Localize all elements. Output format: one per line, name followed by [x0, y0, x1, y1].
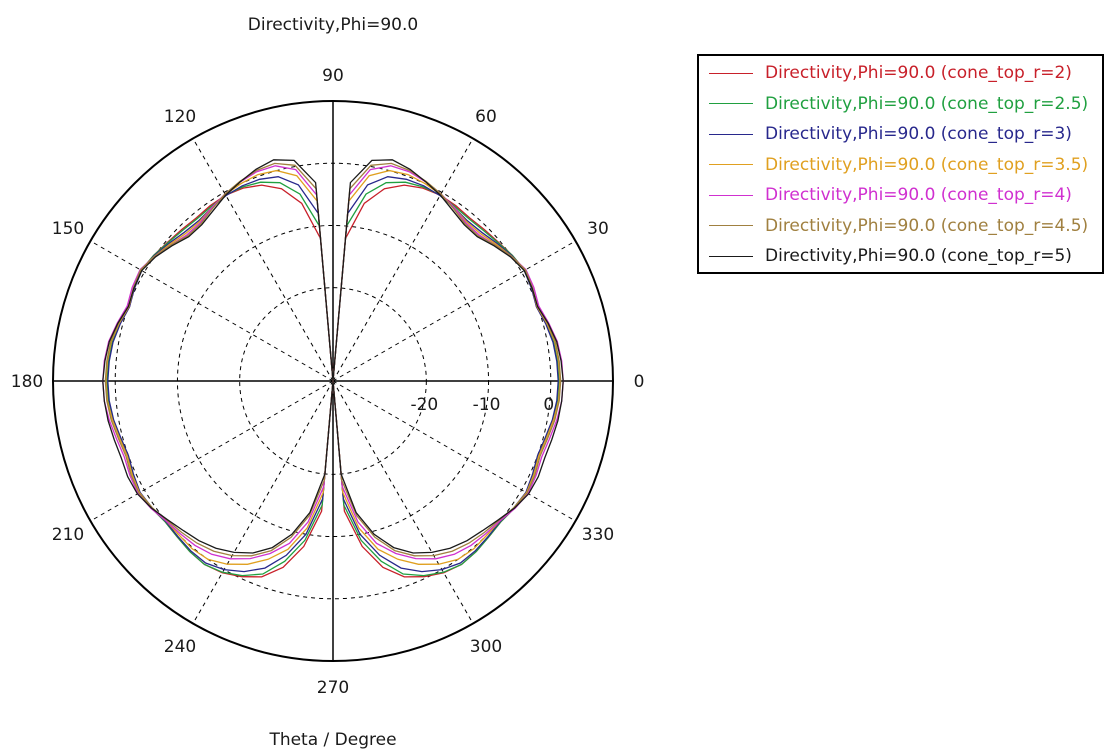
- polar-grid: [52, 100, 614, 662]
- legend-swatch: [709, 133, 753, 135]
- angle-tick-label: 150: [52, 219, 84, 239]
- angle-tick-label: 270: [317, 678, 349, 698]
- angle-spoke: [332, 240, 576, 382]
- angle-tick-label: 60: [475, 107, 497, 127]
- angle-tick-label: 120: [164, 107, 196, 127]
- angle-tick-label: 240: [164, 637, 196, 657]
- legend-swatch: [709, 225, 753, 226]
- legend-label: Directivity,Phi=90.0 (cone_top_r=4): [765, 185, 1072, 205]
- legend-item: Directivity,Phi=90.0 (cone_top_r=5): [709, 243, 1072, 269]
- angle-tick-label: 0: [634, 372, 645, 392]
- angle-spoke: [90, 240, 334, 382]
- legend-swatch: [709, 255, 753, 257]
- legend-swatch: [709, 194, 753, 196]
- radial-tick-label: -10: [473, 395, 501, 415]
- chart-title: Directivity,Phi=90.0: [248, 15, 418, 35]
- axis-labels: 0 30 60 90 120 150 180 210 240 270 300 330 -20 -10 0: [11, 66, 645, 698]
- radial-tick-label: 0: [543, 395, 554, 415]
- angle-tick-label: 210: [52, 525, 84, 545]
- angle-tick-label: 90: [322, 66, 344, 86]
- legend-item: Directivity,Phi=90.0 (cone_top_r=2.5): [709, 91, 1088, 117]
- legend-label: Directivity,Phi=90.0 (cone_top_r=3.5): [765, 154, 1089, 175]
- angle-tick-label: 300: [470, 637, 502, 657]
- legend-item: Directivity,Phi=90.0 (cone_top_r=3): [709, 121, 1072, 147]
- angle-tick-label: 180: [11, 372, 43, 392]
- legend: Directivity,Phi=90.0 (cone_top_r=2) Direc…: [697, 54, 1104, 274]
- angle-spoke: [192, 138, 334, 382]
- legend-item: Directivity,Phi=90.0 (cone_top_r=4.5): [709, 213, 1088, 239]
- radial-tick-label: -20: [410, 395, 438, 415]
- angle-tick-label: 30: [587, 219, 609, 239]
- angle-spoke: [332, 380, 474, 624]
- legend-item: Directivity,Phi=90.0 (cone_top_r=2): [709, 60, 1072, 86]
- legend-item: Directivity,Phi=90.0 (cone_top_r=4): [709, 182, 1072, 208]
- angle-tick-label: 330: [582, 525, 614, 545]
- legend-label: Directivity,Phi=90.0 (cone_top_r=2.5): [765, 93, 1089, 114]
- angle-spoke: [192, 380, 334, 624]
- legend-label: Directivity,Phi=90.0 (cone_top_r=3): [765, 124, 1072, 144]
- angle-spoke: [332, 138, 474, 382]
- legend-swatch: [709, 103, 753, 104]
- angle-spoke: [332, 380, 576, 522]
- legend-label: Directivity,Phi=90.0 (cone_top_r=2): [765, 63, 1072, 83]
- angle-spoke: [90, 380, 334, 522]
- legend-item: Directivity,Phi=90.0 (cone_top_r=3.5): [709, 152, 1088, 178]
- series-layer: [102, 159, 564, 578]
- series-line-7: [102, 159, 564, 554]
- x-axis-label: Theta / Degree: [268, 730, 396, 750]
- legend-swatch: [709, 72, 753, 74]
- legend-swatch: [709, 164, 753, 165]
- legend-label: Directivity,Phi=90.0 (cone_top_r=4.5): [765, 215, 1089, 236]
- legend-label: Directivity,Phi=90.0 (cone_top_r=5): [765, 246, 1072, 266]
